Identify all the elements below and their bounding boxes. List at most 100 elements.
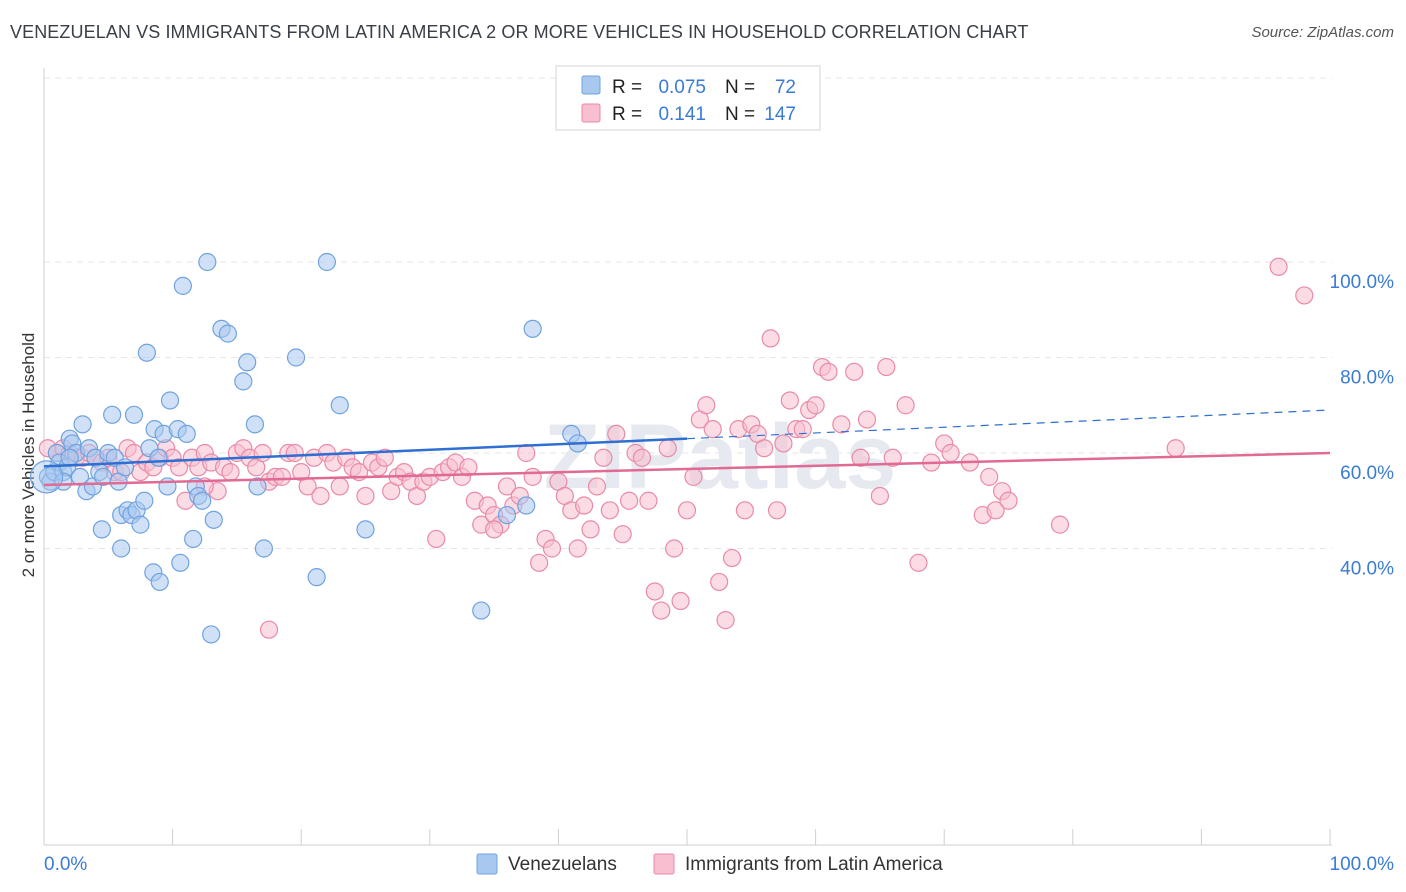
point-venezuelans	[245, 415, 265, 434]
point-venezuelans	[137, 343, 156, 362]
point-immigrants	[999, 491, 1018, 510]
point-venezuelans	[356, 520, 375, 539]
point-immigrants	[658, 439, 677, 458]
x-tick-label-min: 0.0%	[44, 854, 87, 875]
point-immigrants	[632, 448, 652, 467]
point-immigrants	[716, 611, 735, 630]
point-immigrants	[774, 434, 793, 453]
point-immigrants	[311, 486, 330, 506]
point-venezuelans	[193, 491, 212, 510]
point-immigrants	[259, 620, 279, 639]
point-venezuelans	[523, 319, 542, 338]
stats-r-value-venezuelans: 0.075	[658, 77, 706, 98]
point-immigrants	[980, 467, 999, 486]
point-immigrants	[870, 486, 890, 506]
legend-label-immigrants: Immigrants from Latin America	[685, 854, 943, 875]
point-immigrants	[883, 448, 902, 467]
x-axis-ticks	[43, 829, 1331, 845]
point-immigrants	[677, 501, 697, 520]
point-immigrants	[497, 477, 517, 496]
y-axis-label: 2 or more Vehicles in Household	[19, 333, 38, 578]
point-immigrants	[253, 443, 272, 463]
point-venezuelans	[286, 348, 306, 367]
stats-r-label: R =	[612, 104, 642, 125]
stats-swatch-venezuelans	[581, 75, 601, 95]
source-credit: Source: ZipAtlas.com	[1251, 24, 1394, 41]
point-immigrants	[767, 501, 787, 520]
legend-swatch-venezuelans	[476, 853, 498, 875]
point-immigrants	[568, 539, 587, 558]
point-immigrants	[671, 591, 690, 611]
point-venezuelans	[330, 396, 349, 415]
point-immigrants	[761, 329, 780, 348]
point-venezuelans	[218, 324, 237, 343]
point-immigrants	[620, 491, 639, 510]
y-tick-label: 100.0%	[1330, 272, 1395, 293]
point-immigrants	[285, 443, 304, 463]
point-immigrants	[710, 572, 729, 592]
trend-line-immigrants	[43, 451, 1331, 487]
point-venezuelans	[73, 415, 92, 434]
point-venezuelans	[124, 405, 144, 424]
point-immigrants	[530, 553, 549, 572]
point-immigrants	[375, 448, 394, 467]
point-venezuelans	[198, 252, 217, 272]
point-immigrants	[722, 548, 742, 568]
point-immigrants	[575, 496, 594, 515]
stats-r-label: R =	[612, 77, 642, 98]
point-immigrants	[356, 486, 375, 506]
point-venezuelans	[160, 391, 180, 410]
point-immigrants	[594, 448, 613, 467]
stats-legend: R = 0.075 N = 72 R = 0.141 N = 147	[555, 65, 821, 131]
point-venezuelans	[92, 520, 111, 539]
point-venezuelans	[103, 405, 122, 424]
point-immigrants	[857, 410, 877, 429]
point-venezuelans	[135, 491, 154, 510]
point-immigrants	[941, 443, 960, 463]
point-immigrants	[877, 357, 896, 377]
point-immigrants	[639, 491, 658, 510]
point-immigrants	[1295, 286, 1314, 305]
point-immigrants	[652, 601, 671, 620]
point-venezuelans	[149, 448, 168, 467]
point-venezuelans	[177, 424, 196, 443]
point-immigrants	[986, 501, 1005, 520]
legend-label-venezuelans: Venezuelans	[508, 854, 617, 875]
point-immigrants	[851, 448, 870, 467]
point-immigrants	[459, 458, 478, 477]
point-immigrants	[806, 396, 825, 415]
stats-swatch-immigrants	[581, 103, 601, 123]
point-immigrants	[1050, 515, 1070, 534]
point-immigrants	[330, 477, 349, 496]
point-venezuelans	[234, 372, 253, 391]
point-immigrants	[845, 362, 864, 381]
point-venezuelans	[497, 505, 517, 525]
point-immigrants	[819, 362, 838, 381]
stats-n-label: N =	[725, 104, 755, 125]
y-tick-label: 60.0%	[1340, 463, 1394, 484]
y-tick-label: 80.0%	[1340, 368, 1394, 389]
point-immigrants	[832, 415, 851, 434]
point-venezuelans	[517, 496, 536, 515]
point-immigrants	[587, 477, 607, 496]
point-venezuelans	[54, 472, 73, 491]
point-venezuelans	[60, 448, 79, 467]
stats-n-label: N =	[725, 77, 755, 98]
point-immigrants	[703, 420, 722, 439]
chart-title: VENEZUELAN VS IMMIGRANTS FROM LATIN AMER…	[10, 22, 1029, 42]
point-venezuelans	[472, 601, 491, 620]
stats-r-value-immigrants: 0.141	[658, 104, 706, 125]
point-venezuelans	[150, 572, 169, 592]
point-immigrants	[645, 582, 664, 601]
point-immigrants	[272, 467, 292, 486]
point-immigrants	[581, 520, 600, 539]
point-venezuelans	[248, 477, 267, 496]
point-immigrants	[735, 501, 754, 520]
point-immigrants	[221, 463, 240, 482]
point-immigrants	[896, 396, 915, 415]
point-venezuelans	[238, 353, 257, 372]
point-immigrants	[613, 525, 632, 544]
point-immigrants	[684, 467, 703, 486]
point-immigrants	[755, 439, 774, 458]
